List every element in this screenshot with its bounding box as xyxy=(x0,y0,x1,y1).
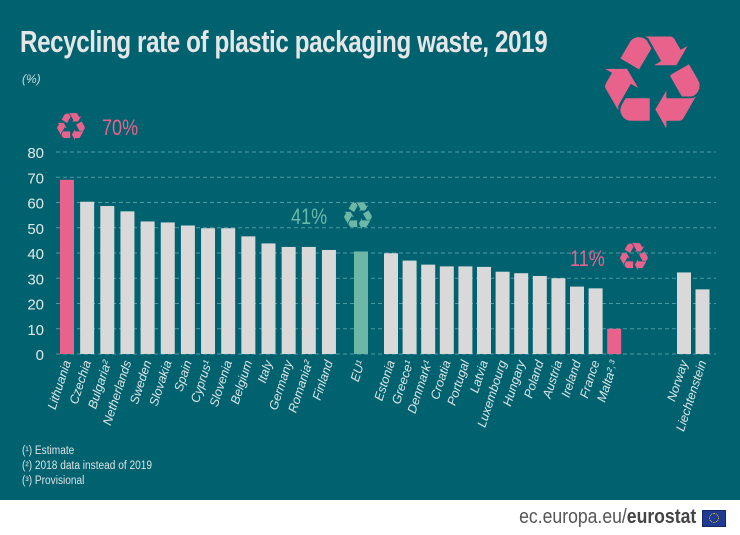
footnotes: (¹) Estimate (²) 2018 data instead of 20… xyxy=(22,444,152,489)
recycle-icon-max: ♻ xyxy=(54,105,89,149)
eu-value-label: 41% xyxy=(291,204,328,229)
bar-denmark xyxy=(421,264,436,354)
y-tick-label: 30 xyxy=(27,271,44,288)
source-prefix: ec.europa.eu/ xyxy=(518,506,627,528)
chart-title: Recycling rate of plastic packaging wast… xyxy=(20,24,548,59)
bar-sweden xyxy=(140,221,155,354)
bar-estonia xyxy=(384,253,398,354)
bar-ireland xyxy=(570,286,584,354)
bar-greece xyxy=(402,260,417,354)
bar-slovenia xyxy=(221,228,236,354)
y-tick-label: 10 xyxy=(27,322,44,339)
y-tick-label: 50 xyxy=(27,221,44,238)
bar-netherlands xyxy=(120,211,135,354)
bar-austria xyxy=(551,278,566,354)
x-tick-label: EU¹ xyxy=(348,359,368,384)
bar-luxembourg xyxy=(495,271,510,354)
bar-malta xyxy=(607,328,622,354)
y-tick-label: 70 xyxy=(27,170,44,187)
bar-chart: 01020304050607080LithuaniaCzechiaBulgari… xyxy=(27,145,716,433)
recycle-icon-large: ♻ xyxy=(594,7,711,159)
bar-bulgaria xyxy=(100,206,115,354)
recycle-icon-eu: ♻ xyxy=(341,194,376,238)
bar-czechia xyxy=(80,201,95,354)
source-link[interactable]: ec.europa.eu/eurostat xyxy=(519,506,696,529)
bar-latvia xyxy=(477,266,491,354)
bar-finland xyxy=(321,249,336,354)
footnote-2: (²) 2018 data instead of 2019 xyxy=(22,460,152,472)
bar-norway xyxy=(677,272,691,354)
bar-germany xyxy=(281,246,296,354)
source-brand: eurostat xyxy=(626,506,696,528)
bar-spain xyxy=(180,225,195,354)
x-tick-label: Italy xyxy=(255,358,276,385)
chart-panel: Recycling rate of plastic packaging wast… xyxy=(0,0,740,500)
unit-label: (%) xyxy=(22,72,41,86)
bar-lithuania xyxy=(60,179,74,354)
max-value-label: 70% xyxy=(102,115,139,140)
bar-poland xyxy=(532,275,547,354)
recycle-icon-min: ♻ xyxy=(617,235,652,279)
footnote-1: (¹) Estimate xyxy=(22,445,75,457)
footnote-3: (³) Provisional xyxy=(22,475,85,487)
y-tick-label: 60 xyxy=(27,196,44,213)
y-tick-label: 40 xyxy=(27,246,44,263)
bar-portugal xyxy=(458,266,473,354)
bar-belgium xyxy=(241,236,256,354)
bar-cyprus xyxy=(201,228,216,354)
bar-hungary xyxy=(514,273,529,354)
bar-france xyxy=(588,288,603,354)
bar-eu xyxy=(354,251,368,354)
eu-flag-icon xyxy=(702,510,726,527)
min-value-label: 11% xyxy=(570,246,605,271)
y-tick-label: 80 xyxy=(27,145,44,162)
y-tick-label: 0 xyxy=(36,347,44,364)
bar-romania xyxy=(301,246,316,354)
y-tick-label: 20 xyxy=(27,297,44,314)
bar-slovakia xyxy=(160,222,175,354)
bar-liechtenstein xyxy=(695,289,710,354)
bar-italy xyxy=(261,243,276,354)
bar-croatia xyxy=(439,266,454,354)
